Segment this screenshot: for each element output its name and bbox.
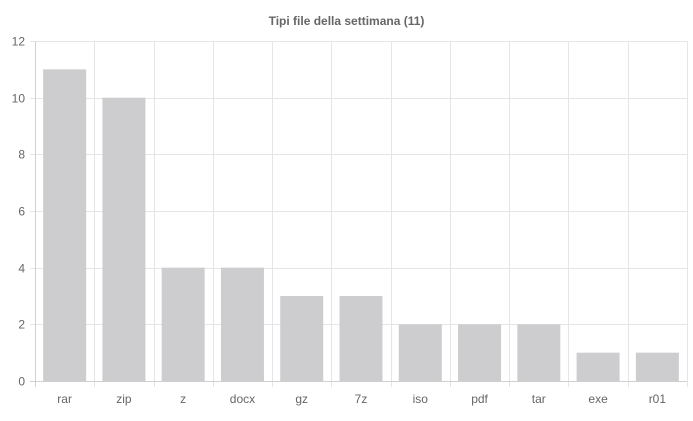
x-tick-label: gz [295,392,308,406]
x-tick-label: z [180,392,186,406]
bar-rar [43,69,87,381]
bar-gz [280,296,324,381]
x-tick-label: iso [413,392,429,406]
y-tick-label: 2 [18,318,25,332]
bar-pdf [458,324,502,381]
x-tick-label: exe [588,392,608,406]
y-tick-label: 0 [18,375,25,389]
x-tick-label: tar [532,392,546,406]
x-tick-label: zip [116,392,132,406]
bar-r01 [635,352,679,381]
x-tick-label: pdf [471,392,488,406]
bar-tar [517,324,561,381]
y-tick-label: 12 [12,35,26,49]
bar-z [161,267,205,381]
bar-zip [102,97,146,382]
bar-7z [339,296,383,381]
y-tick-label: 4 [18,262,25,276]
bar-docx [220,267,264,381]
bars [43,69,679,382]
x-tick-label: docx [230,392,255,406]
x-tick-labels: rar zip z docx gz 7z iso pdf tar exe r01 [57,392,666,406]
bar-exe [576,352,620,381]
y-tick-labels: 0 2 4 6 8 10 12 [12,35,26,389]
y-tick-label: 6 [18,205,25,219]
x-tick-label: 7z [355,392,368,406]
y-tick-label: 10 [12,92,26,106]
y-tick-label: 8 [18,148,25,162]
grid-lines [30,41,688,387]
chart-title: Tipi file della settimana (11) [268,14,425,28]
bar-iso [398,324,442,381]
x-tick-label: rar [57,392,72,406]
x-tick-label: r01 [649,392,667,406]
